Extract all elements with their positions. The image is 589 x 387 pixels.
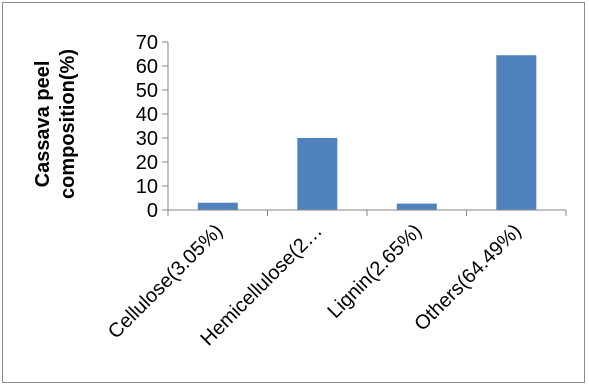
y-axis-title-line-1: Cassava peel [32, 61, 54, 188]
x-tick-labels: Cellulose(3.05%)Hemicellulose(2…Lignin(2… [104, 220, 526, 350]
bar-2 [297, 138, 338, 210]
y-tick-label: 10 [136, 176, 158, 198]
axes-group [162, 41, 567, 216]
x-tick-label-3: Lignin(2.65%) [323, 220, 426, 323]
y-axis-title-line-2: composition(%) [57, 49, 79, 199]
y-tick-label: 50 [136, 80, 158, 102]
x-tick-label-4: Others(64.49%) [410, 220, 525, 335]
y-tick-label: 0 [147, 200, 158, 222]
bar-1 [197, 202, 238, 210]
bar-4 [496, 55, 537, 211]
y-tick-label: 60 [136, 56, 158, 78]
y-axis-title: Cassava peel composition(%) [32, 49, 79, 199]
bar-3 [396, 203, 437, 210]
y-tick-label: 20 [136, 152, 158, 174]
y-tick-label: 70 [136, 32, 158, 54]
y-tick-label: 40 [136, 104, 158, 126]
chart-frame [2, 2, 585, 383]
y-tick-label: 30 [136, 128, 158, 150]
bars-group [197, 55, 537, 211]
